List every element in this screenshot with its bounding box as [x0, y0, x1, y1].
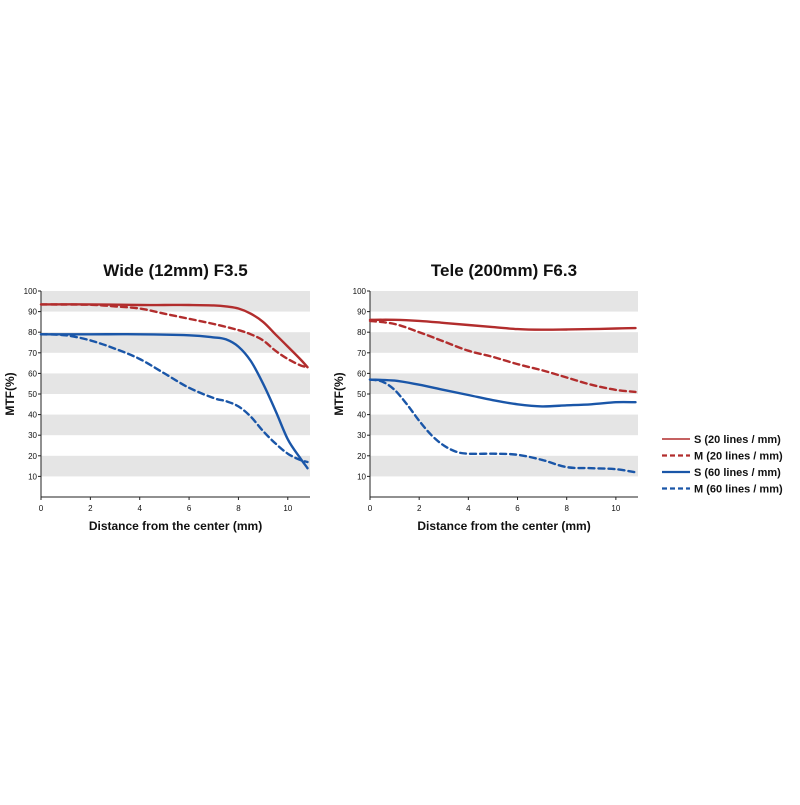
y-tick-label: 40	[357, 411, 366, 420]
legend-label: M (20 lines / mm)	[694, 451, 783, 463]
y-tick-label: 20	[357, 452, 366, 461]
grid-band	[370, 455, 638, 477]
legend-label: M (60 lines / mm)	[694, 484, 783, 496]
y-axis-label: MTF(%)	[332, 372, 346, 415]
y-tick-label: 20	[28, 452, 37, 461]
y-tick-label: 100	[24, 287, 38, 296]
x-axis-label: Distance from the center (mm)	[417, 519, 590, 533]
legend-label: S (20 lines / mm)	[694, 434, 781, 446]
y-tick-label: 40	[28, 411, 37, 420]
x-axis-label: Distance from the center (mm)	[89, 519, 262, 533]
y-axis-label: MTF(%)	[3, 372, 17, 415]
x-tick-label: 10	[611, 504, 620, 513]
y-tick-label: 80	[28, 328, 37, 337]
grid-band	[41, 291, 310, 312]
x-tick-label: 8	[236, 504, 241, 513]
series-line-1	[39, 303, 309, 369]
y-tick-label: 30	[357, 431, 366, 440]
x-tick-label: 4	[137, 504, 142, 513]
y-tick-label: 80	[357, 328, 366, 337]
x-tick-label: 8	[564, 504, 569, 513]
y-tick-label: 10	[357, 472, 366, 481]
series-line-2	[368, 319, 637, 394]
y-tick-label: 70	[357, 349, 366, 358]
series-line-3	[39, 333, 309, 470]
y-tick-label: 50	[357, 390, 366, 399]
grid-band	[41, 332, 310, 353]
series-line-1	[368, 318, 637, 331]
y-tick-label: 60	[357, 369, 366, 378]
x-tick-label: 0	[368, 504, 373, 513]
y-tick-label: 90	[357, 308, 366, 317]
y-tick-label: 10	[28, 472, 37, 481]
x-tick-label: 6	[187, 504, 192, 513]
x-tick-label: 2	[88, 504, 93, 513]
y-tick-label: 60	[28, 369, 37, 378]
x-tick-label: 10	[283, 504, 292, 513]
grid-band	[41, 455, 310, 477]
y-tick-label: 50	[28, 390, 37, 399]
y-tick-label: 70	[28, 349, 37, 358]
chart-panel-2: Tele (200mm) F6.3 10 20 30 40 50 60 70 80 90 100 0 2…	[332, 261, 638, 533]
grid-band	[41, 414, 310, 436]
legend-label: S (60 lines / mm)	[694, 467, 781, 479]
grid-band	[370, 291, 638, 312]
grid-band	[41, 373, 310, 394]
chart-title: Tele (200mm) F6.3	[431, 261, 577, 280]
y-tick-label: 90	[28, 308, 37, 317]
series-line-4	[368, 378, 637, 474]
x-tick-label: 2	[417, 504, 422, 513]
chart-title: Wide (12mm) F3.5	[103, 261, 247, 280]
y-tick-label: 30	[28, 431, 37, 440]
x-tick-label: 6	[515, 504, 520, 513]
x-tick-label: 4	[466, 504, 471, 513]
series-line-3	[368, 378, 637, 408]
legend: S (20 lines / mm) M (20 lines / mm) S (60 …	[662, 434, 783, 496]
grid-band	[370, 332, 638, 353]
x-tick-label: 0	[39, 504, 44, 513]
series-line-2	[39, 303, 309, 369]
grid-band	[370, 414, 638, 436]
series-line-4	[39, 333, 309, 464]
y-tick-label: 100	[353, 287, 367, 296]
chart-panel-1: Wide (12mm) F3.5 10 20 30 40 50 60 70 80 90 100 0 2 4…	[3, 261, 310, 533]
